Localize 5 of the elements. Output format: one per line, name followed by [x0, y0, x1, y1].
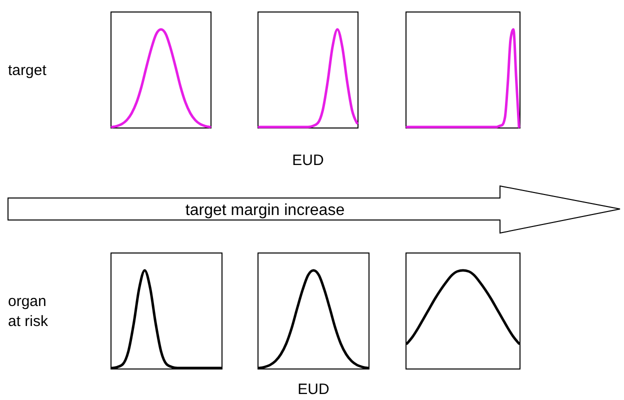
y-axis-title: target	[8, 62, 48, 79]
x-axis-title: EUD	[298, 381, 330, 398]
text: target margin increase	[185, 202, 345, 219]
y-axis-title: organ at risk	[8, 293, 49, 330]
x-axis-title: EUD	[292, 152, 324, 169]
